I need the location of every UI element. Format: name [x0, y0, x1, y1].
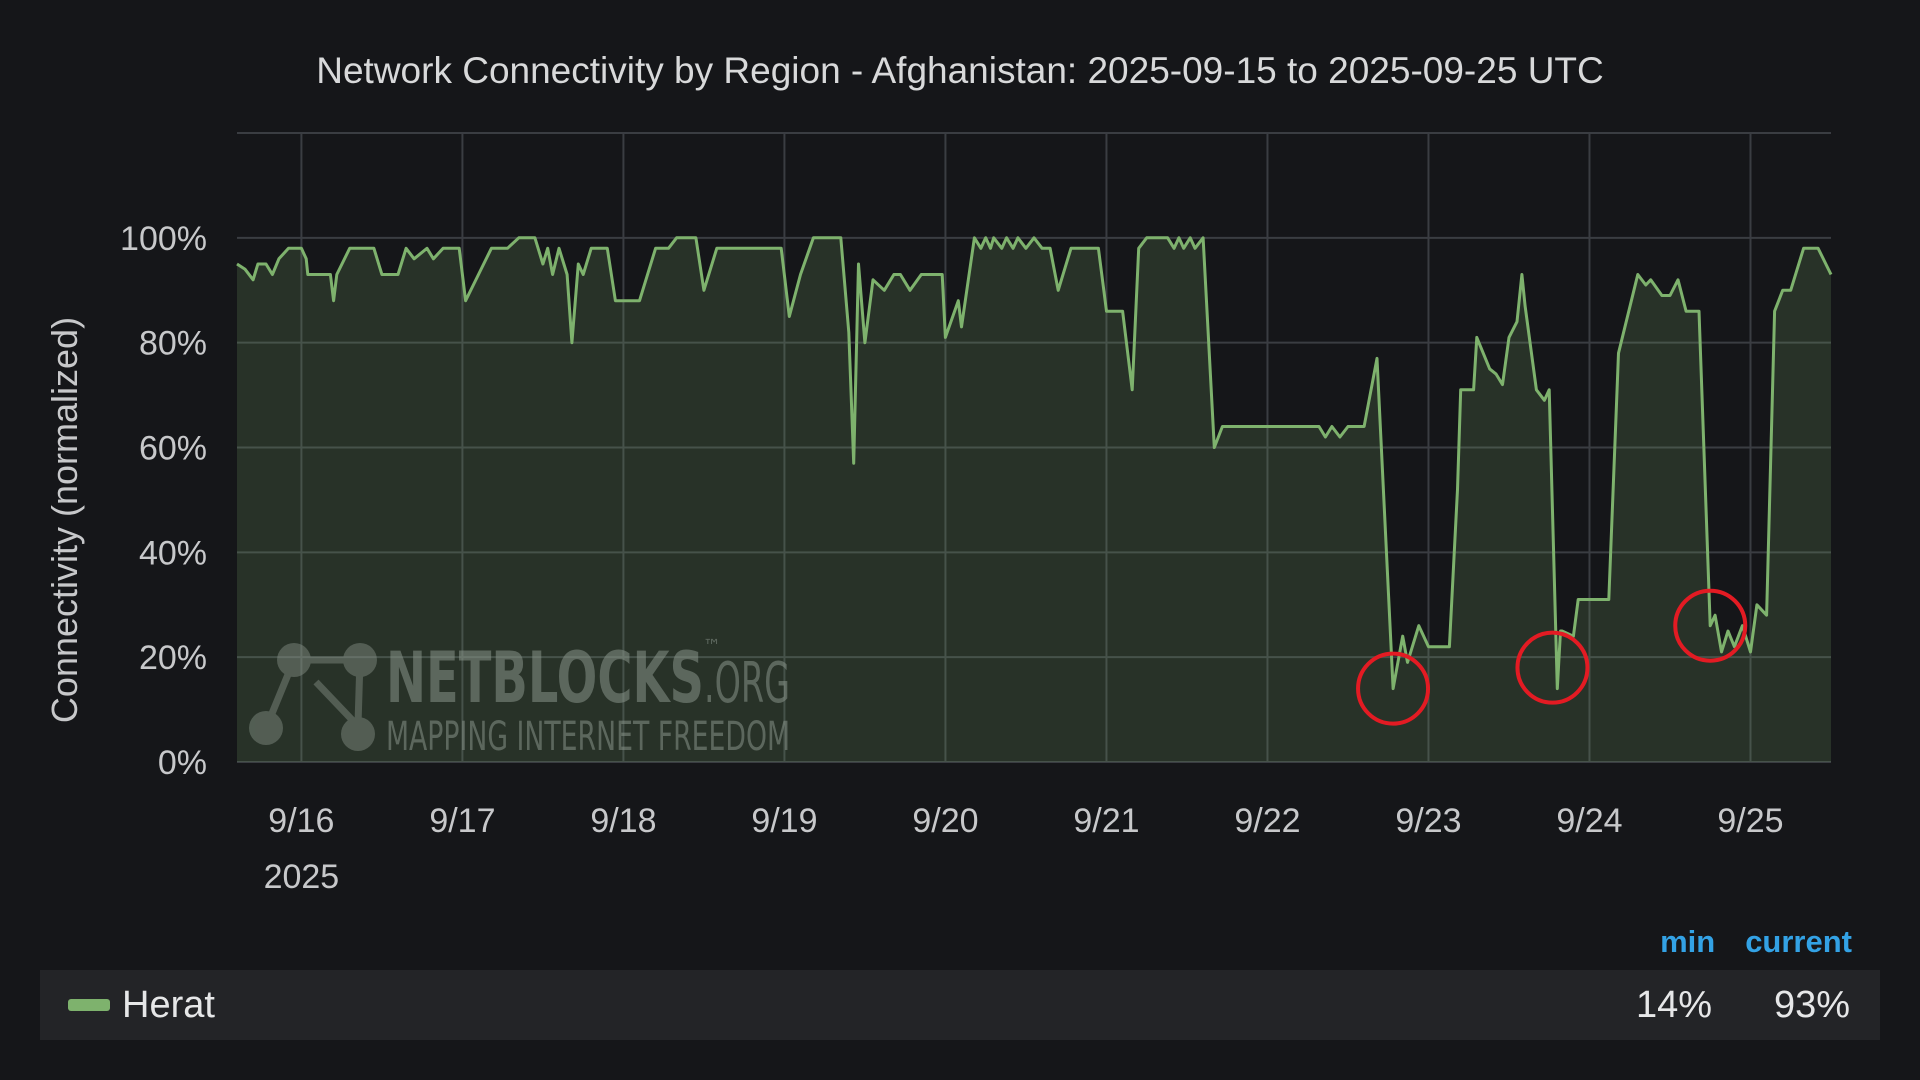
- x-tick-label: 9/23: [1395, 802, 1461, 840]
- series-color-swatch[interactable]: [68, 999, 110, 1011]
- y-tick-label: 40%: [139, 534, 207, 572]
- watermark-tm: ™: [703, 636, 721, 657]
- legend-header: min current: [1660, 924, 1852, 960]
- watermark-tagline: MAPPING INTERNET FREEDOM: [386, 714, 790, 760]
- y-tick-label: 80%: [139, 325, 207, 363]
- annotations: [1356, 588, 1748, 726]
- x-tick-label: 9/17: [429, 802, 495, 840]
- watermark-suffix: .ORG: [704, 651, 790, 716]
- annotation-circle: [1356, 651, 1431, 726]
- y-tick-label: 0%: [158, 744, 207, 782]
- x-tick-label: 9/16: [268, 802, 334, 840]
- annotation-circle: [1673, 588, 1748, 663]
- grid: [237, 132, 1831, 763]
- y-axis-label: Connectivity (normalized): [44, 317, 85, 723]
- legend-current-value: 93%: [1773, 984, 1850, 1026]
- y-tick-label: 100%: [120, 220, 207, 258]
- x-tick-label: 9/25: [1717, 802, 1783, 840]
- chart-title: Network Connectivity by Region - Afghani…: [316, 50, 1603, 91]
- x-tick-label: 9/22: [1234, 802, 1300, 840]
- netblocks-watermark: NETBLOCKS ™ .ORG MAPPING INTERNET FREEDO…: [249, 636, 790, 760]
- y-tick-label: 20%: [139, 639, 207, 677]
- x-year-label: 2025: [264, 858, 340, 896]
- x-tick-label: 9/21: [1073, 802, 1139, 840]
- chart-svg: Network Connectivity by Region - Afghani…: [44, 50, 1833, 896]
- legend-series-name[interactable]: Herat: [122, 983, 215, 1026]
- watermark-brand: NETBLOCKS: [386, 637, 704, 719]
- netblocks-logo-icon: [249, 643, 377, 751]
- axes: 0% 20% 40% 60% 80% 100% 9/16 9/17 9/18 9/19 9/20 9/…: [120, 220, 1784, 896]
- series-line: [236, 236, 1833, 691]
- series-layer: [236, 236, 1833, 763]
- x-tick-label: 9/24: [1556, 802, 1622, 840]
- x-tick-label: 9/18: [590, 802, 656, 840]
- y-tick-label: 60%: [139, 430, 207, 468]
- legend-header-current[interactable]: current: [1745, 924, 1852, 959]
- legend-header-min[interactable]: min: [1660, 924, 1716, 959]
- x-tick-label: 9/20: [912, 802, 978, 840]
- x-tick-label: 9/19: [751, 802, 817, 840]
- legend-row-herat[interactable]: Herat 14% 93%: [40, 970, 1880, 1040]
- legend-min-value: 14%: [1635, 984, 1712, 1026]
- series-area: [237, 237, 1831, 763]
- annotation-circle: [1515, 630, 1590, 705]
